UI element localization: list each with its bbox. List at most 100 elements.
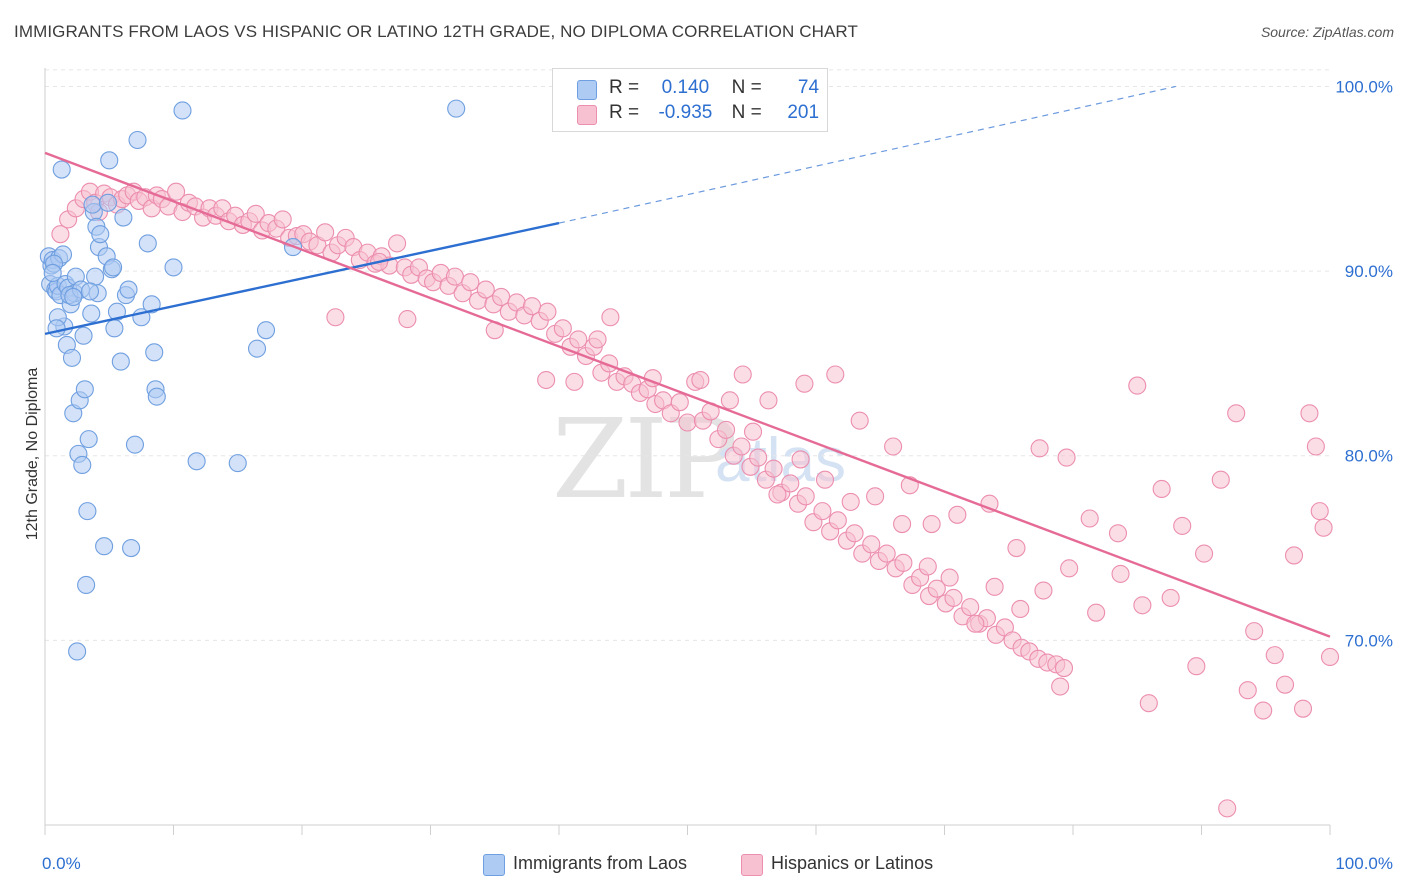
laos-point — [111, 352, 130, 371]
laos-point — [78, 502, 97, 521]
y-tick-label: 90.0% — [1345, 262, 1393, 281]
hispanic-point — [845, 524, 864, 543]
laos-point — [52, 160, 71, 179]
r-label: R = — [609, 77, 640, 98]
hispanic-point — [670, 393, 689, 412]
hispanic-point — [1034, 581, 1053, 600]
hispanic-point — [316, 223, 335, 242]
hispanic-point — [764, 459, 783, 478]
hispanic-point — [716, 420, 736, 439]
hispanic-point — [781, 474, 800, 493]
laos-point — [75, 380, 94, 399]
laos-point — [107, 302, 127, 321]
laos-point — [164, 258, 183, 277]
hispanic-point — [1173, 516, 1192, 535]
hispanic-point — [1245, 622, 1264, 641]
hispanic-point — [1293, 699, 1313, 718]
n-value-laos: 74 — [797, 77, 820, 98]
hispanic-point — [1051, 677, 1070, 696]
laos-trend-line — [44, 221, 560, 336]
hispanic-point — [1306, 437, 1325, 456]
hispanic-point — [1310, 502, 1329, 521]
hispanic-point — [1087, 603, 1106, 622]
r-value-hispanic: -0.935 — [658, 102, 713, 123]
hispanic-point — [944, 588, 963, 607]
hispanic-point — [1195, 544, 1214, 563]
correlation-legend: R = 0.140 N = 74 R = -0.935 N = 201 — [552, 68, 828, 132]
laos-point — [91, 225, 110, 244]
laos-point — [74, 326, 93, 345]
blue-swatch — [577, 80, 597, 100]
hispanic-point — [1238, 681, 1257, 700]
hispanic-point — [862, 535, 881, 554]
hispanic-point — [850, 411, 869, 430]
r-label: R = — [609, 102, 640, 123]
hispanic-point — [553, 319, 572, 338]
hispanic-point — [1320, 647, 1340, 667]
x-tick-label: 0.0% — [42, 854, 81, 873]
hispanic-point — [1011, 599, 1030, 619]
hispanic-point — [922, 514, 941, 534]
x-tick-label: 100.0% — [1335, 854, 1393, 873]
hispanic-point — [1211, 470, 1230, 489]
laos-point — [64, 287, 83, 306]
hispanic-point — [1300, 404, 1319, 423]
chart-title: IMMIGRANTS FROM LAOS VS HISPANIC OR LATI… — [14, 22, 858, 41]
hispanic-point — [1060, 559, 1079, 578]
laos-point — [147, 387, 166, 406]
hispanic-point — [733, 365, 752, 384]
laos-point — [125, 435, 144, 454]
chart-source: Source: ZipAtlas.com — [1260, 24, 1394, 40]
r-value-laos: 0.140 — [661, 77, 710, 98]
hispanic-point — [720, 391, 739, 410]
hispanic-point — [826, 365, 845, 384]
laos-point — [73, 455, 92, 475]
laos-point — [145, 343, 164, 362]
hispanic-point — [966, 614, 985, 633]
hispanic-point — [927, 579, 946, 598]
hispanic-point — [866, 487, 885, 506]
hispanic-point — [398, 310, 417, 329]
n-value-hispanic: 201 — [787, 102, 820, 123]
hispanic-point — [1314, 518, 1333, 537]
y-tick-label: 70.0% — [1345, 631, 1393, 650]
laos-point — [62, 348, 82, 367]
hispanic-point — [828, 511, 847, 530]
hispanic-point — [877, 544, 896, 563]
hispanic-point — [1030, 439, 1049, 458]
laos-point — [142, 295, 161, 314]
hispanic-point — [445, 267, 464, 286]
hispanic-point — [1227, 404, 1246, 423]
hispanic-point — [1128, 376, 1147, 395]
y-tick-label: 100.0% — [1335, 77, 1393, 96]
hispanic-point — [1108, 524, 1128, 543]
hispanic-point — [51, 225, 70, 244]
legend-label-hispanic: Hispanics or Latinos — [771, 853, 934, 873]
pink-swatch — [577, 105, 597, 125]
hispanic-point — [1275, 675, 1295, 694]
hispanic-point — [537, 370, 556, 390]
laos-point — [68, 642, 87, 661]
laos-point — [105, 319, 124, 338]
laos-point — [79, 430, 98, 449]
hispanic-point — [1139, 694, 1158, 713]
hispanic-point — [167, 182, 186, 201]
hispanic-point — [588, 330, 607, 349]
hispanic-point — [1152, 479, 1171, 499]
legend-label-laos: Immigrants from Laos — [513, 853, 688, 873]
hispanic-point — [813, 502, 832, 521]
laos-point — [228, 454, 247, 473]
hispanic-point — [893, 514, 912, 534]
hispanic-point — [884, 437, 903, 456]
laos-point — [122, 538, 141, 558]
laos-point — [173, 101, 192, 120]
hispanic-point — [1218, 799, 1237, 818]
hispanic-point — [940, 568, 959, 587]
laos-point — [83, 195, 102, 214]
hispanic-point — [538, 302, 557, 321]
hispanic-point — [732, 437, 751, 456]
hispanic-point — [678, 413, 697, 432]
hispanic-point — [894, 553, 913, 572]
pink-swatch — [741, 854, 763, 876]
